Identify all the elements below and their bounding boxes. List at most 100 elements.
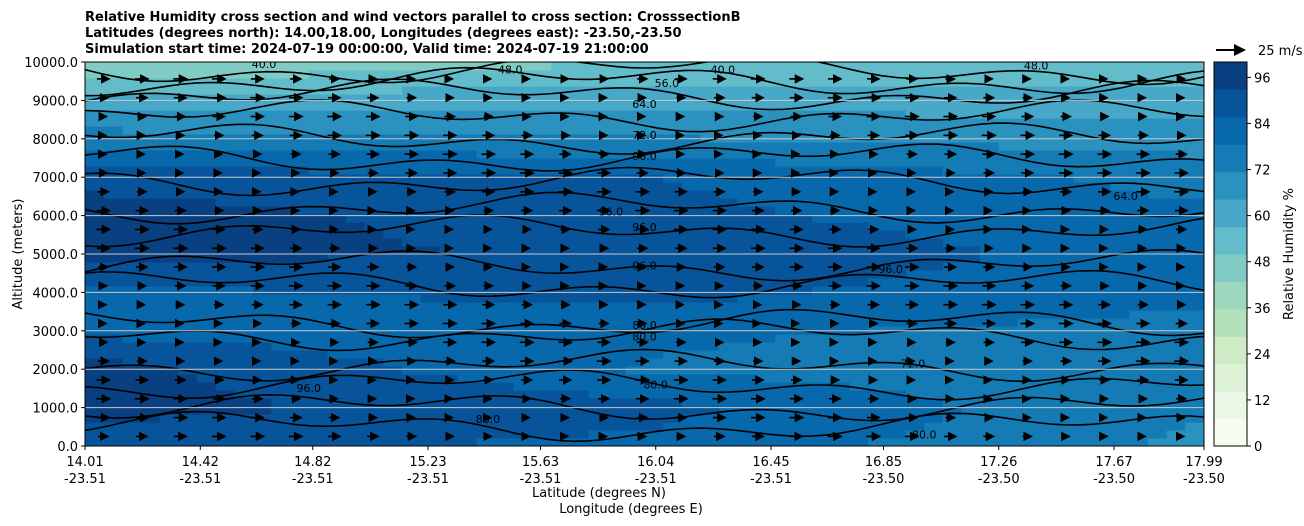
humidity-cell — [775, 174, 795, 183]
humidity-cell — [196, 342, 217, 351]
humidity-cell — [1036, 430, 1056, 439]
humidity-cell — [252, 62, 273, 71]
humidity-cell — [1110, 190, 1130, 199]
humidity-cell — [1036, 78, 1056, 87]
humidity-cell — [140, 198, 161, 207]
humidity-cell — [719, 94, 739, 103]
humidity-cell — [700, 398, 720, 407]
humidity-cell — [849, 126, 869, 135]
humidity-cell — [234, 254, 254, 263]
humidity-cell — [495, 318, 515, 327]
x-tick-label-lon: -23.51 — [407, 472, 449, 487]
humidity-cell — [886, 342, 907, 351]
humidity-cell — [1073, 358, 1093, 367]
humidity-cell — [1073, 294, 1093, 303]
humidity-cell — [1148, 390, 1168, 399]
humidity-cell — [625, 78, 646, 87]
humidity-cell — [346, 366, 366, 375]
humidity-cell — [308, 390, 329, 399]
title-line-2: Latitudes (degrees north): 14.00,18.00, … — [85, 26, 682, 41]
humidity-cell — [551, 254, 571, 263]
humidity-cell — [420, 342, 440, 351]
humidity-cell — [234, 102, 254, 111]
humidity-cell — [998, 158, 1019, 167]
humidity-cell — [644, 126, 664, 135]
humidity-cell — [122, 382, 142, 391]
humidity-cell — [737, 398, 757, 407]
humidity-cell — [159, 190, 179, 199]
humidity-cell — [849, 406, 869, 415]
humidity-cell — [327, 302, 347, 311]
humidity-cell — [924, 374, 944, 383]
humidity-cell — [644, 270, 664, 279]
humidity-cell — [346, 142, 366, 151]
humidity-cell — [234, 238, 254, 247]
humidity-cell — [1148, 78, 1168, 87]
humidity-cell — [85, 374, 105, 383]
humidity-cell — [719, 414, 739, 423]
humidity-cell — [383, 278, 403, 287]
humidity-cell — [383, 438, 403, 446]
humidity-cell — [364, 238, 384, 247]
humidity-cell — [234, 126, 254, 135]
humidity-cell — [625, 334, 646, 343]
humidity-cell — [1036, 374, 1056, 383]
humidity-cell — [644, 438, 664, 446]
humidity-cell — [868, 182, 888, 191]
humidity-cell — [588, 126, 608, 135]
humidity-cell — [85, 70, 105, 79]
humidity-cell — [308, 158, 329, 167]
humidity-cell — [1110, 342, 1130, 351]
humidity-cell — [458, 62, 478, 71]
humidity-cell — [1110, 182, 1130, 191]
humidity-cell — [234, 406, 254, 415]
humidity-cell — [271, 342, 291, 351]
humidity-cell — [700, 222, 720, 231]
contour-line — [85, 191, 1204, 225]
humidity-cell — [607, 182, 627, 191]
humidity-cell — [1185, 374, 1204, 383]
humidity-cell — [1110, 422, 1130, 431]
humidity-cell — [513, 198, 534, 207]
humidity-cell — [812, 222, 832, 231]
humidity-cell — [998, 174, 1019, 183]
humidity-cell — [924, 390, 944, 399]
humidity-cell — [831, 238, 851, 247]
humidity-cell — [122, 206, 142, 215]
humidity-cell — [495, 94, 515, 103]
humidity-cell — [122, 310, 142, 319]
humidity-cell — [271, 142, 291, 151]
humidity-cell — [569, 94, 590, 103]
humidity-cell — [1148, 438, 1168, 446]
humidity-cell — [402, 102, 422, 111]
humidity-cell — [364, 390, 384, 399]
humidity-cell — [737, 118, 757, 127]
humidity-cell — [140, 126, 161, 135]
humidity-cell — [625, 390, 646, 399]
humidity-cell — [122, 286, 142, 295]
humidity-cell — [103, 318, 123, 327]
humidity-cell — [551, 390, 571, 399]
humidity-cell — [476, 430, 496, 439]
humidity-cell — [1129, 438, 1149, 446]
humidity-cell — [569, 158, 590, 167]
humidity-cell — [700, 70, 720, 79]
humidity-cell — [476, 142, 496, 151]
humidity-cell — [942, 374, 963, 383]
humidity-cell — [793, 374, 813, 383]
humidity-cell — [775, 438, 795, 446]
humidity-cell — [196, 222, 217, 231]
humidity-cell — [383, 310, 403, 319]
humidity-cell — [196, 214, 217, 223]
humidity-cell — [1148, 214, 1168, 223]
humidity-cell — [681, 94, 702, 103]
humidity-cell — [569, 334, 590, 343]
humidity-cell — [215, 158, 235, 167]
humidity-cell — [290, 310, 310, 319]
humidity-cell — [681, 358, 702, 367]
humidity-cell — [569, 102, 590, 111]
humidity-cell — [831, 230, 851, 239]
humidity-cell — [793, 190, 813, 199]
humidity-cell — [961, 262, 981, 271]
humidity-cell — [103, 150, 123, 159]
